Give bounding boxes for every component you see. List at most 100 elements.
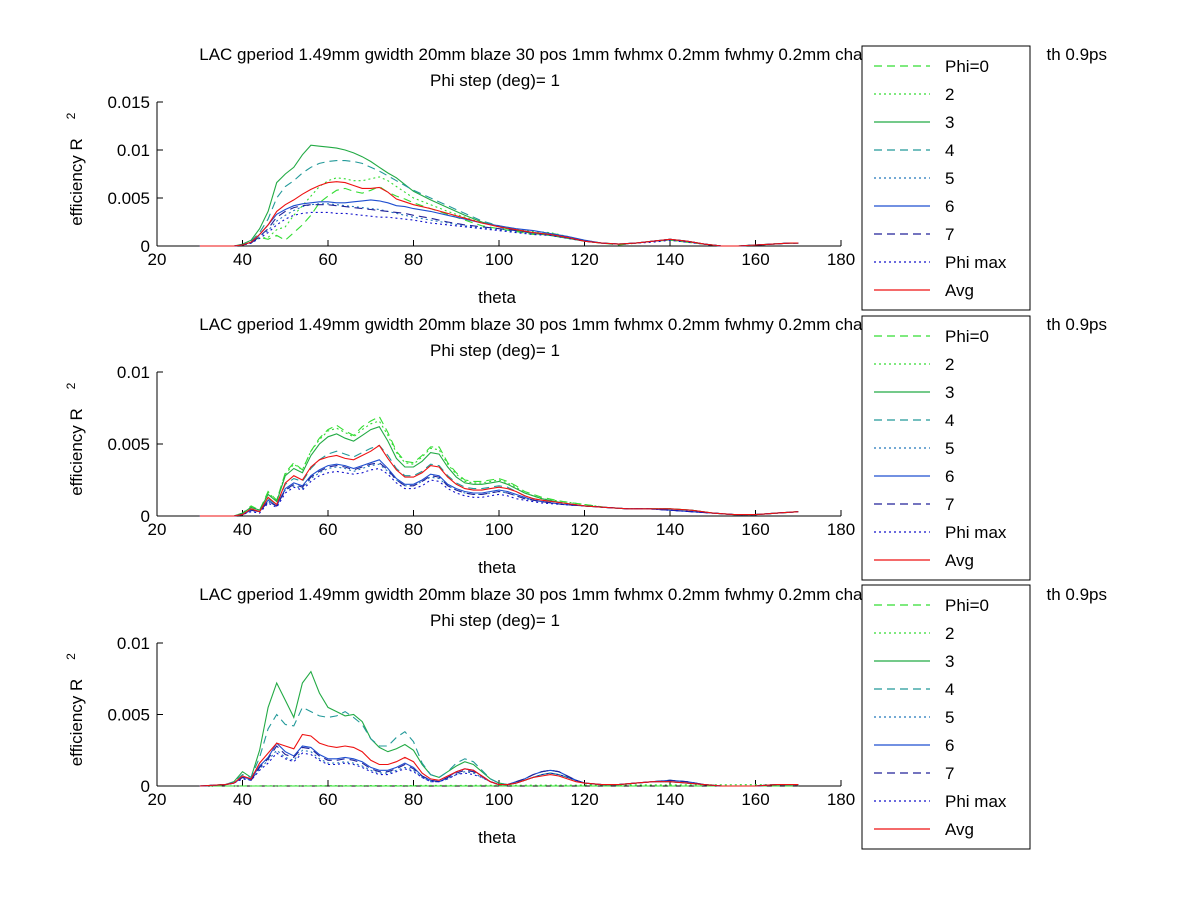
legend-label: 7 <box>945 225 954 244</box>
legend: Phi=0 2 3 4 5 6 7 Phi max Avg <box>861 315 1031 581</box>
chart-panel-3: LAC gperiod 1.49mm gwidth 20mm blaze 30 … <box>64 584 1108 850</box>
x-tick-label: 60 <box>319 790 338 809</box>
series-line-2 <box>199 420 799 517</box>
chart-subtitle: Phi step (deg)= 1 <box>430 341 560 360</box>
y-axis-label: efficiency R <box>67 408 86 496</box>
y-tick-label: 0.01 <box>117 634 150 653</box>
legend-label: 5 <box>945 169 954 188</box>
chart-subtitle: Phi step (deg)= 1 <box>430 71 560 90</box>
chart-title: LAC gperiod 1.49mm gwidth 20mm blaze 30 … <box>199 585 910 604</box>
legend-label: 5 <box>945 439 954 458</box>
legend-label: Phi=0 <box>945 327 989 346</box>
x-tick-label: 60 <box>319 250 338 269</box>
legend-label: 5 <box>945 708 954 727</box>
x-tick-label: 100 <box>485 790 513 809</box>
x-tick-label: 120 <box>570 250 598 269</box>
legend-label: Phi max <box>945 523 1007 542</box>
y-axis-label-superscript: 2 <box>64 382 78 389</box>
legend-label: 4 <box>945 141 954 160</box>
x-tick-label: 80 <box>404 520 423 539</box>
x-tick-label: 140 <box>656 250 684 269</box>
legend-label: 2 <box>945 624 954 643</box>
legend-label: 6 <box>945 467 954 486</box>
chart-title: LAC gperiod 1.49mm gwidth 20mm blaze 30 … <box>199 45 910 64</box>
y-tick-label: 0.01 <box>117 141 150 160</box>
y-tick-label: 0.005 <box>107 706 150 725</box>
x-tick-label: 100 <box>485 520 513 539</box>
series-line-phi-max <box>199 752 799 787</box>
legend: Phi=0 2 3 4 5 6 7 Phi max Avg <box>861 45 1031 311</box>
series-line-avg <box>199 444 799 517</box>
x-tick-label: 120 <box>570 790 598 809</box>
legend-label: Avg <box>945 820 974 839</box>
chart-panel-1: LAC gperiod 1.49mm gwidth 20mm blaze 30 … <box>64 45 1108 311</box>
y-tick-label: 0 <box>141 777 150 796</box>
x-axis-label: theta <box>478 828 516 847</box>
chart-title: LAC gperiod 1.49mm gwidth 20mm blaze 30 … <box>199 315 910 334</box>
series-line-6 <box>199 199 799 247</box>
x-axis-label: theta <box>478 558 516 577</box>
x-tick-label: 40 <box>233 250 252 269</box>
y-tick-label: 0 <box>141 237 150 256</box>
y-tick-label: 0.005 <box>107 189 150 208</box>
x-tick-label: 160 <box>741 790 769 809</box>
x-tick-label: 160 <box>741 250 769 269</box>
series-line-7 <box>199 462 799 517</box>
series-line-3 <box>199 426 799 517</box>
series-line-phi-0 <box>199 185 799 247</box>
legend-label: 7 <box>945 764 954 783</box>
chart-panel-2: LAC gperiod 1.49mm gwidth 20mm blaze 30 … <box>64 315 1108 581</box>
legend-label: 3 <box>945 652 954 671</box>
x-tick-label: 140 <box>656 790 684 809</box>
y-axis-label-superscript: 2 <box>64 112 78 119</box>
y-axis-label: efficiency R <box>67 679 86 767</box>
legend-label: 3 <box>945 383 954 402</box>
x-tick-label: 20 <box>148 520 167 539</box>
series-line-avg <box>199 733 799 787</box>
x-tick-label: 100 <box>485 250 513 269</box>
y-tick-label: 0.01 <box>117 363 150 382</box>
legend-label: 2 <box>945 85 954 104</box>
x-tick-label: 120 <box>570 520 598 539</box>
y-tick-label: 0.005 <box>107 435 150 454</box>
legend-label: 4 <box>945 680 954 699</box>
series-line-6 <box>199 742 799 787</box>
x-axis-label: theta <box>478 288 516 307</box>
series-line-phi-max <box>199 467 799 517</box>
legend-label: 7 <box>945 495 954 514</box>
x-tick-label: 60 <box>319 520 338 539</box>
series-line-3 <box>199 670 799 787</box>
x-tick-label: 40 <box>233 520 252 539</box>
chart-title-tail: th 0.9ps <box>1047 585 1108 604</box>
x-tick-label: 180 <box>827 790 855 809</box>
series-line-3 <box>199 144 799 247</box>
x-tick-label: 80 <box>404 250 423 269</box>
legend-label: Phi=0 <box>945 596 989 615</box>
y-axis-label-superscript: 2 <box>64 653 78 660</box>
y-axis-label: efficiency R <box>67 138 86 226</box>
legend-label: 4 <box>945 411 954 430</box>
chart-title-tail: th 0.9ps <box>1047 45 1108 64</box>
series-line-7 <box>199 204 799 247</box>
x-tick-label: 160 <box>741 520 769 539</box>
x-tick-label: 80 <box>404 790 423 809</box>
y-tick-label: 0 <box>141 507 150 526</box>
series-line-2 <box>199 176 799 247</box>
series-line-5 <box>199 203 799 247</box>
chart-title-tail: th 0.9ps <box>1047 315 1108 334</box>
chart-subtitle: Phi step (deg)= 1 <box>430 611 560 630</box>
x-tick-label: 20 <box>148 790 167 809</box>
x-tick-label: 20 <box>148 250 167 269</box>
x-tick-label: 180 <box>827 250 855 269</box>
legend-label: 6 <box>945 736 954 755</box>
series-line-4 <box>199 444 799 517</box>
series-line-phi-0 <box>199 415 799 517</box>
legend-label: Phi max <box>945 792 1007 811</box>
series-line-4 <box>199 706 799 787</box>
x-tick-label: 40 <box>233 790 252 809</box>
legend-label: Phi max <box>945 253 1007 272</box>
legend: Phi=0 2 3 4 5 6 7 Phi max Avg <box>861 584 1031 850</box>
series-line-phi-max <box>199 211 799 247</box>
legend-label: 3 <box>945 113 954 132</box>
